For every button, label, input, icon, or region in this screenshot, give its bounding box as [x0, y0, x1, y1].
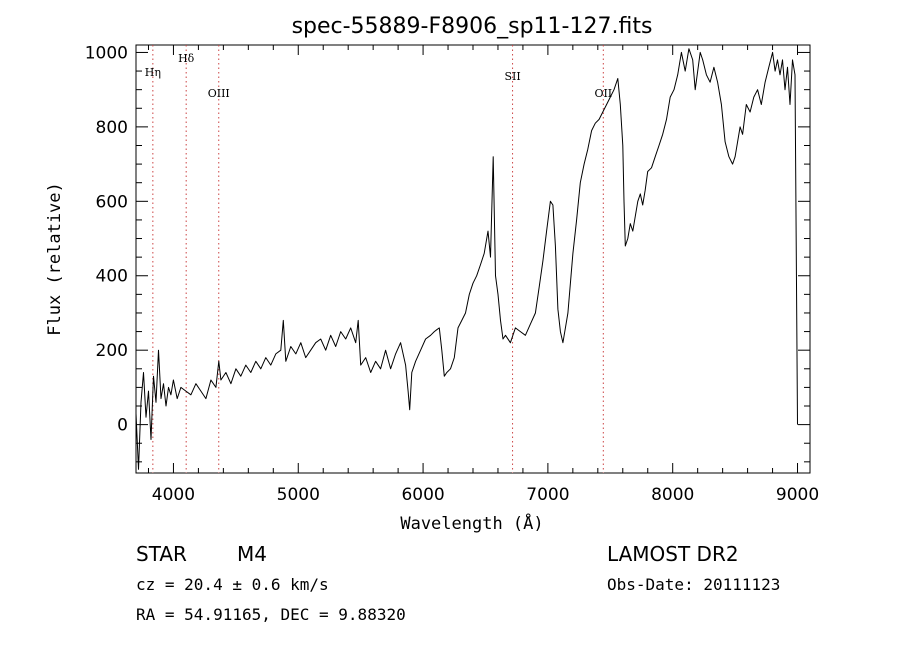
- obs-date: Obs-Date: 20111123: [607, 575, 780, 594]
- y-tick-label: 0: [117, 416, 128, 436]
- y-tick-label: 200: [96, 341, 128, 361]
- y-tick-label: 600: [96, 192, 128, 212]
- line-marker-label: Hδ: [178, 52, 195, 65]
- x-tick-label: 6000: [401, 485, 444, 505]
- x-tick-label: 7000: [526, 485, 569, 505]
- spectrum-series-line: [135, 48, 798, 470]
- x-tick-label: 8000: [651, 485, 694, 505]
- coordinates: RA = 54.91165, DEC = 9.88320: [136, 605, 406, 624]
- x-tick-label: 4000: [152, 485, 195, 505]
- redshift-text: cz = 20.4 ± 0.6 km/s: [136, 575, 329, 594]
- survey-name: LAMOST DR2: [607, 542, 739, 566]
- line-marker-label: SII: [504, 70, 520, 83]
- x-tick-label: 9000: [776, 485, 819, 505]
- spectral-line-markers: Hη Hδ OIII SII OII: [145, 45, 612, 473]
- y-axis-label: Flux (relative): [45, 182, 65, 336]
- object-subclass: M4: [237, 542, 267, 566]
- line-marker-label: OII: [594, 87, 612, 100]
- y-tick-label: 1000: [85, 43, 128, 63]
- chart-title: spec-55889-F8906_sp11-127.fits: [292, 14, 653, 39]
- line-marker-label: OIII: [208, 87, 230, 100]
- axis-ticks: 4000 5000 6000 7000 8000 9000 0 200 400 600 800 100…: [85, 43, 819, 505]
- plot-frame: [135, 44, 811, 474]
- line-marker-label: Hη: [145, 66, 161, 79]
- x-axis-label: Wavelength (Å): [400, 512, 543, 534]
- x-tick-label: 5000: [277, 485, 320, 505]
- y-tick-label: 400: [96, 267, 128, 287]
- y-tick-label: 800: [96, 118, 128, 138]
- object-class: STAR: [136, 542, 187, 566]
